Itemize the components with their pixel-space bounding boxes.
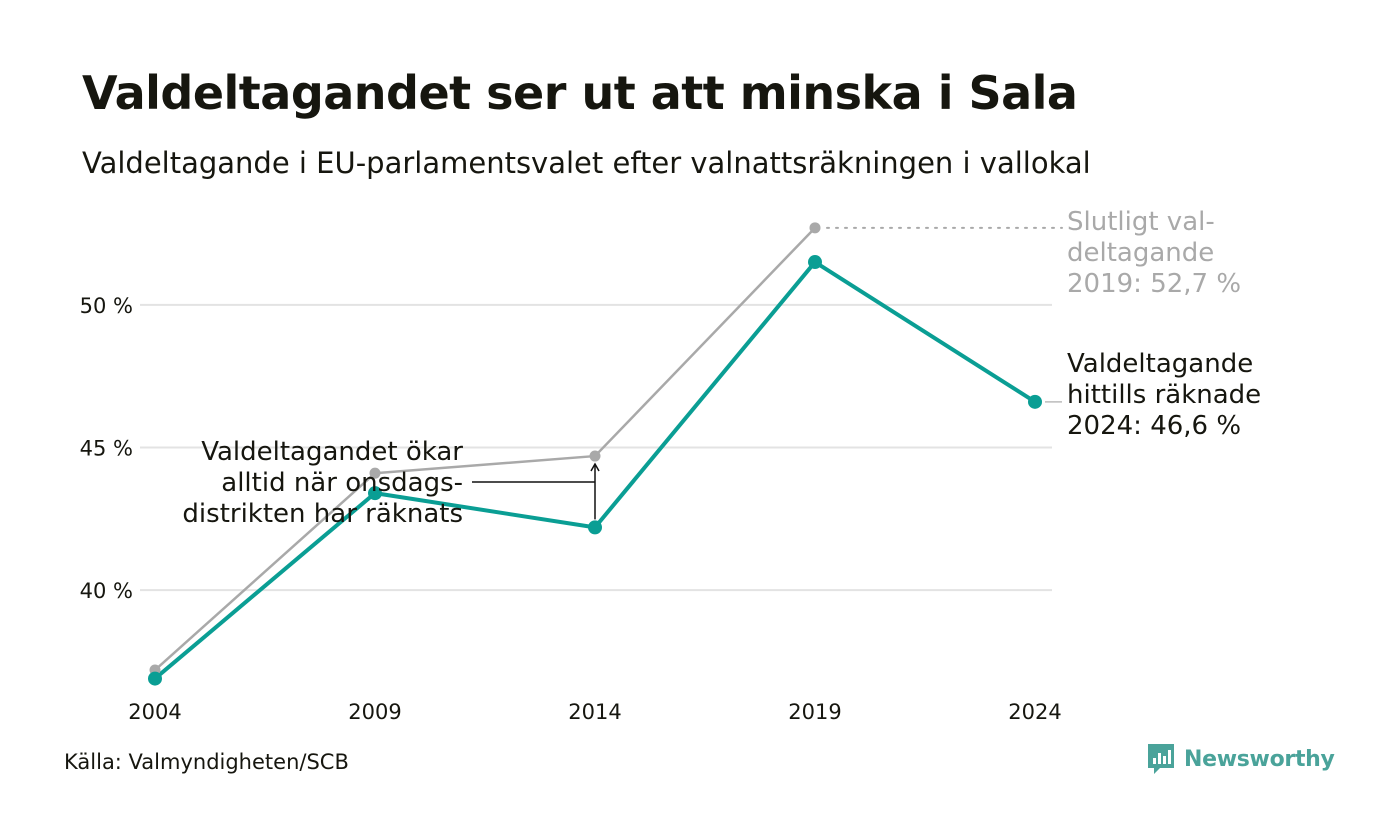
current-2024-label: Valdeltagande hittills räknade 2024: 46,6 … xyxy=(1067,349,1261,441)
final-2019-label: Slutligt val-deltagande 2019: 52,7 % xyxy=(1067,207,1241,299)
election-night-turnout-point xyxy=(808,255,822,270)
final-turnout-point xyxy=(369,467,381,479)
newsworthy-logo-icon xyxy=(1148,744,1174,774)
x-tick-label: 2024 xyxy=(1008,700,1061,724)
x-tick-label: 2004 xyxy=(128,700,181,724)
wednesday-note: Valdeltagandet ökar alltid när onsdags-di… xyxy=(182,437,463,529)
current-2024-label-line: Valdeltagande xyxy=(1067,349,1253,379)
gridlines xyxy=(140,303,1052,592)
x-tick-label: 2014 xyxy=(568,700,621,724)
brand[interactable]: Newsworthy xyxy=(1146,742,1335,776)
chart-subtitle: Valdeltagande i EU-parlamentsvalet efter… xyxy=(82,146,1091,180)
final-turnout-line xyxy=(153,226,817,672)
final-2019-label-line: Slutligt val- xyxy=(1067,207,1215,237)
gap-arrow-head xyxy=(590,462,600,472)
data-points xyxy=(148,222,1042,686)
x-tick-label: 2009 xyxy=(348,700,401,724)
final-2019-label-line: 2019: 52,7 % xyxy=(1067,269,1241,299)
current-2024-label-line: hittills räknade xyxy=(1067,380,1261,410)
x-axis-labels: 2004 2009 2014 2019 2024 xyxy=(128,700,1061,724)
election-night-turnout-point xyxy=(368,486,382,501)
source-note: Källa: Valmyndigheten/SCB xyxy=(64,750,349,774)
election-night-turnout-point xyxy=(588,520,602,535)
y-axis-labels: 40 % 45 % 50 % xyxy=(80,294,133,603)
final-turnout-point xyxy=(589,450,601,462)
x-tick-label: 2019 xyxy=(788,700,841,724)
wednesday-note-line: alltid när onsdags- xyxy=(221,468,463,498)
annotations: Slutligt val-deltagande 2019: 52,7 % Valde… xyxy=(182,207,1261,529)
y-tick-label: 45 % xyxy=(80,437,133,461)
chart-title: Valdeltagandet ser ut att minska i Sala xyxy=(82,66,1078,120)
annotation-connectors xyxy=(472,226,1063,520)
brand-name: Newsworthy xyxy=(1184,746,1335,772)
wednesday-note-line: Valdeltagandet ökar xyxy=(201,437,463,467)
election-night-turnout-point xyxy=(148,671,162,686)
current-2024-label-line: 2024: 46,6 % xyxy=(1067,411,1241,441)
y-tick-label: 40 % xyxy=(80,579,133,603)
final-2019-label-line: deltagande xyxy=(1067,238,1214,268)
election-night-turnout-point xyxy=(1028,394,1042,409)
final-turnout-point xyxy=(809,222,821,234)
wednesday-note-line: distrikten har räknats xyxy=(182,499,463,529)
y-tick-label: 50 % xyxy=(80,294,133,318)
